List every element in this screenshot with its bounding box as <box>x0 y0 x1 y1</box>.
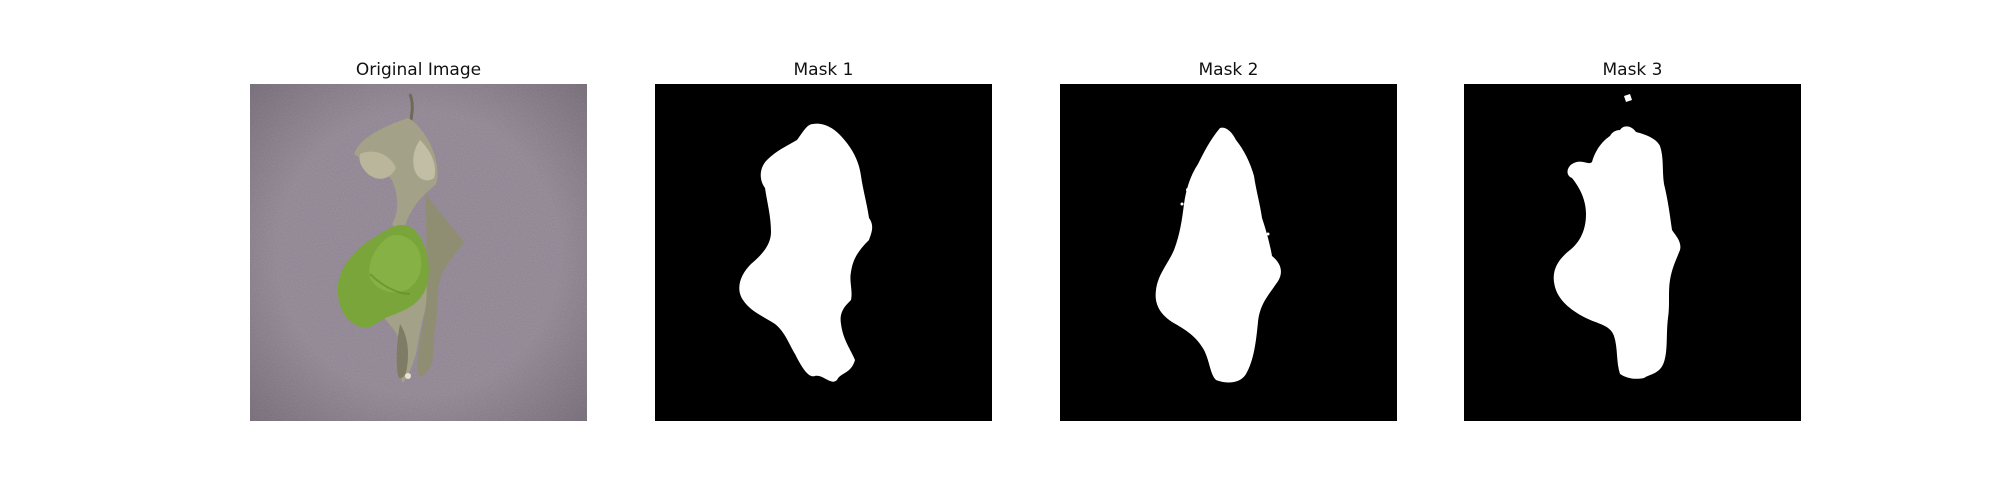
mask-1 <box>655 84 992 421</box>
mask-region <box>739 123 873 382</box>
panel-title: Mask 2 <box>1198 60 1259 80</box>
mask-2 <box>1060 84 1397 421</box>
mask-1-image <box>655 84 992 421</box>
mask-speck <box>1624 94 1632 102</box>
original-image <box>250 84 587 421</box>
leaf-photo <box>250 84 587 421</box>
panel-mask-3: Mask 3 <box>1464 58 1801 421</box>
panel-title: Mask 3 <box>1602 60 1663 80</box>
mask-region <box>1553 126 1681 379</box>
leaf-dry-part <box>354 118 438 383</box>
panel-mask-2: Mask 2 <box>1060 58 1397 421</box>
panel-original-image: Original Image <box>250 58 587 421</box>
mask-3-image <box>1464 84 1801 421</box>
panel-title: Original Image <box>355 60 482 80</box>
panel-mask-1: Mask 1 <box>655 58 992 421</box>
mask-3 <box>1464 84 1801 421</box>
mask-2-image <box>1060 84 1397 421</box>
panel-title: Mask 1 <box>793 60 854 80</box>
